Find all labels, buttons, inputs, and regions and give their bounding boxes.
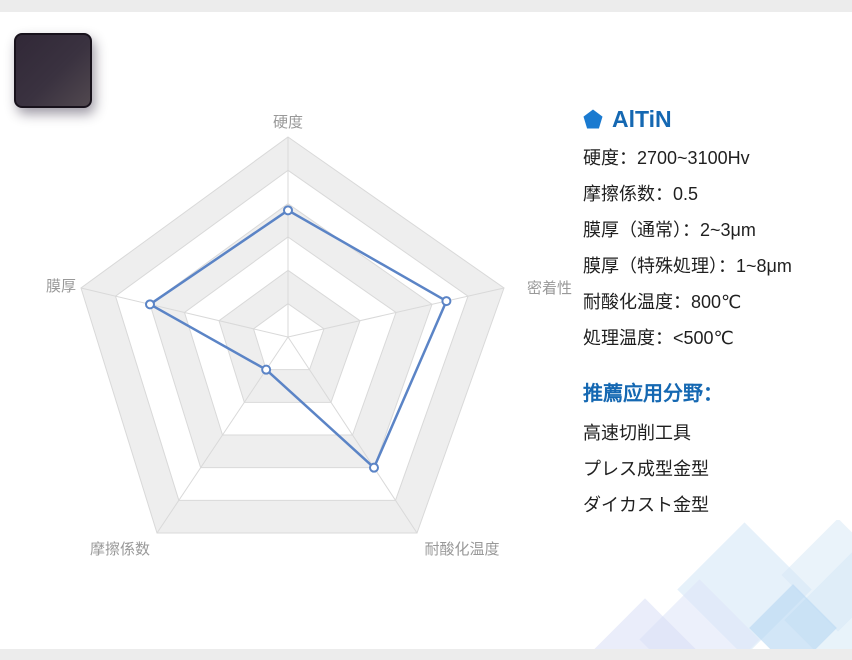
spec-row: 処理温度：<500℃ [583, 328, 734, 348]
radar-axis-line [287, 287, 505, 338]
applications-heading: 推薦应用分野： [583, 383, 723, 405]
spec-list: 硬度：2700~3100Hv 摩擦係数：0.5 膜厚（通常）：2~3μm 膜厚（特殊処… [583, 147, 849, 349]
applications-list: 高速切削工具 プレス成型金型 ダイカスト金型 [583, 422, 849, 516]
spec-row: 膜厚（特殊処理）：1~8μm [583, 256, 792, 276]
application-item: プレス成型金型 [583, 459, 709, 479]
axis-label: 摩擦係数 [90, 540, 150, 558]
spec-row: 摩擦係数：0.5 [583, 184, 699, 204]
radar-data-marker [369, 462, 379, 473]
radar-data-marker [145, 299, 155, 310]
top-bar [0, 0, 852, 12]
axis-label: 膜厚 [46, 278, 76, 295]
spec-row: 硬度：2700~3100Hv [583, 148, 750, 168]
application-item: ダイカスト金型 [583, 495, 709, 515]
axis-label: 耐酸化温度 [424, 541, 499, 558]
coating-sample-swatch [14, 33, 92, 108]
radar-data-marker [261, 364, 272, 375]
radar-axis-line [80, 287, 289, 338]
spec-row: 耐酸化温度：800℃ [583, 292, 742, 312]
bottom-bar [0, 649, 852, 660]
axis-label: 硬度 [273, 114, 303, 131]
pentagon-icon [583, 109, 603, 130]
spec-row: 膜厚（通常）：2~3μm [583, 220, 756, 240]
radar-data-marker [441, 296, 452, 307]
radar-axis-line [287, 336, 418, 534]
coating-name: AlTiN [612, 106, 672, 132]
radar-data-polygon [148, 209, 448, 469]
axis-label: 密着性 [527, 280, 572, 297]
application-item: 高速切削工具 [583, 423, 691, 443]
info-panel: AlTiN 硬度：2700~3100Hv 摩擦係数：0.5 膜厚（通常）：2~3μm… [583, 106, 849, 530]
radar-data-marker [283, 205, 293, 216]
coating-title: AlTiN [583, 106, 849, 133]
